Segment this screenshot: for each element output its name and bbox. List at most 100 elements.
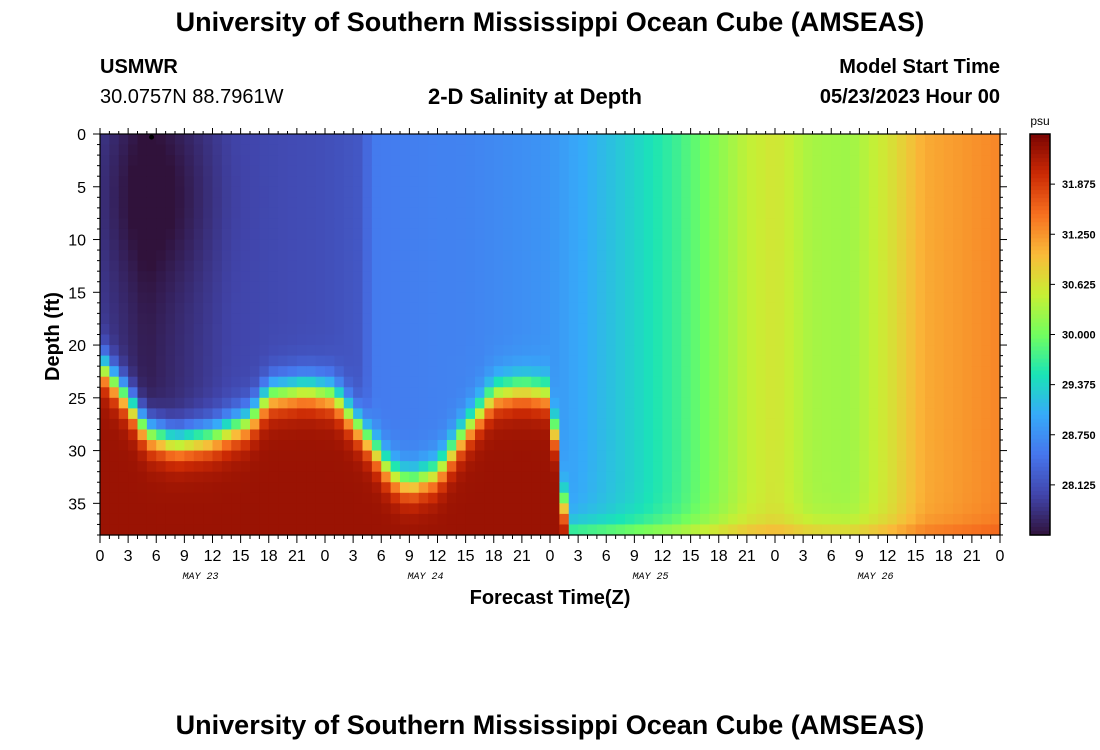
heatmap-cell bbox=[109, 345, 120, 357]
heatmap-cell bbox=[887, 302, 898, 314]
heatmap-cell bbox=[625, 292, 635, 304]
heatmap-cell bbox=[306, 313, 317, 325]
heatmap-cell bbox=[371, 239, 382, 251]
heatmap-cell bbox=[381, 313, 392, 325]
heatmap-cell bbox=[109, 334, 120, 346]
heatmap-cell bbox=[634, 165, 645, 177]
heatmap-cell bbox=[981, 155, 992, 167]
heatmap-cell bbox=[521, 418, 532, 431]
heatmap-cell bbox=[193, 503, 204, 515]
heatmap-cell bbox=[971, 176, 982, 188]
heatmap-cell bbox=[821, 429, 832, 441]
heatmap-cell bbox=[465, 440, 476, 452]
heatmap-cell bbox=[934, 155, 945, 167]
heatmap-cell bbox=[934, 461, 945, 473]
heatmap-cell bbox=[596, 440, 607, 452]
heatmap-cell bbox=[315, 323, 326, 336]
heatmap-cell bbox=[100, 155, 110, 167]
heatmap-cell bbox=[587, 387, 598, 399]
heatmap-cell bbox=[653, 292, 664, 304]
heatmap-cell bbox=[306, 207, 317, 220]
heatmap-cell bbox=[934, 355, 945, 367]
heatmap-cell bbox=[437, 207, 448, 220]
heatmap-cell bbox=[953, 155, 964, 167]
heatmap-cell bbox=[850, 492, 860, 504]
heatmap-cell bbox=[596, 503, 607, 515]
heatmap-cell bbox=[531, 429, 542, 441]
heatmap-cell bbox=[606, 218, 617, 230]
heatmap-cell bbox=[784, 524, 795, 536]
heatmap-cell bbox=[728, 524, 739, 536]
heatmap-cell bbox=[615, 165, 626, 177]
heatmap-cell bbox=[990, 155, 1001, 167]
heatmap-cell bbox=[465, 239, 476, 251]
heatmap-cell bbox=[475, 165, 485, 177]
heatmap-cell bbox=[221, 450, 232, 462]
heatmap-cell bbox=[296, 302, 307, 314]
heatmap-cell bbox=[371, 260, 382, 272]
heatmap-cell bbox=[325, 397, 335, 409]
colorbar-swatch bbox=[1030, 442, 1050, 448]
heatmap-cell bbox=[240, 482, 251, 494]
heatmap-cell bbox=[334, 345, 345, 357]
heatmap-cell bbox=[287, 186, 298, 198]
heatmap-cell bbox=[625, 345, 635, 357]
heatmap-cell bbox=[137, 440, 148, 452]
heatmap-cell bbox=[840, 482, 851, 494]
heatmap-cell bbox=[362, 292, 373, 304]
heatmap-cell bbox=[315, 440, 326, 452]
heatmap-cell bbox=[943, 471, 954, 483]
heatmap-cell bbox=[156, 524, 167, 536]
heatmap-cell bbox=[643, 492, 654, 504]
heatmap-cell bbox=[831, 376, 842, 388]
heatmap-cell bbox=[934, 207, 945, 220]
heatmap-cell bbox=[493, 313, 504, 325]
heatmap-cell bbox=[109, 450, 120, 462]
heatmap-cell bbox=[962, 376, 973, 388]
heatmap-cell bbox=[296, 429, 307, 441]
heatmap-cell bbox=[943, 239, 954, 251]
heatmap-cell bbox=[418, 239, 429, 251]
heatmap-cell bbox=[831, 492, 842, 504]
heatmap-cell bbox=[128, 323, 139, 336]
heatmap-cell bbox=[831, 313, 842, 325]
heatmap-cell bbox=[625, 355, 635, 367]
heatmap-cell bbox=[250, 408, 260, 420]
heatmap-cell bbox=[746, 334, 757, 346]
heatmap-cell bbox=[306, 281, 317, 293]
heatmap-cell bbox=[390, 376, 401, 388]
heatmap-cell bbox=[128, 387, 139, 399]
heatmap-cell bbox=[990, 271, 1001, 283]
heatmap-cell bbox=[475, 397, 485, 409]
heatmap-cell bbox=[137, 134, 148, 146]
heatmap-cell bbox=[803, 429, 814, 441]
heatmap-cell bbox=[409, 155, 420, 167]
heatmap-cell bbox=[728, 239, 739, 251]
heatmap-cell bbox=[353, 492, 364, 504]
heatmap-cell bbox=[906, 144, 917, 156]
heatmap-cell bbox=[643, 429, 654, 441]
heatmap-cell bbox=[325, 345, 335, 357]
heatmap-cell bbox=[634, 513, 645, 526]
heatmap-cell bbox=[287, 524, 298, 536]
heatmap-cell bbox=[212, 513, 223, 526]
heatmap-cell bbox=[371, 207, 382, 220]
heatmap-cell bbox=[531, 461, 542, 473]
heatmap-cell bbox=[231, 440, 242, 452]
heatmap-cell bbox=[400, 418, 410, 431]
heatmap-cell bbox=[240, 155, 251, 167]
heatmap-cell bbox=[765, 345, 776, 357]
heatmap-cell bbox=[690, 524, 701, 536]
heatmap-cell bbox=[934, 218, 945, 230]
heatmap-cell bbox=[550, 408, 560, 420]
heatmap-cell bbox=[765, 271, 776, 283]
heatmap-cell bbox=[315, 376, 326, 388]
heatmap-cell bbox=[334, 144, 345, 156]
heatmap-cell bbox=[325, 155, 335, 167]
heatmap-cell bbox=[587, 207, 598, 220]
heatmap-cell bbox=[400, 334, 410, 346]
heatmap-cell bbox=[390, 313, 401, 325]
heatmap-cell bbox=[428, 186, 439, 198]
heatmap-cell bbox=[971, 186, 982, 198]
heatmap-cell bbox=[493, 218, 504, 230]
